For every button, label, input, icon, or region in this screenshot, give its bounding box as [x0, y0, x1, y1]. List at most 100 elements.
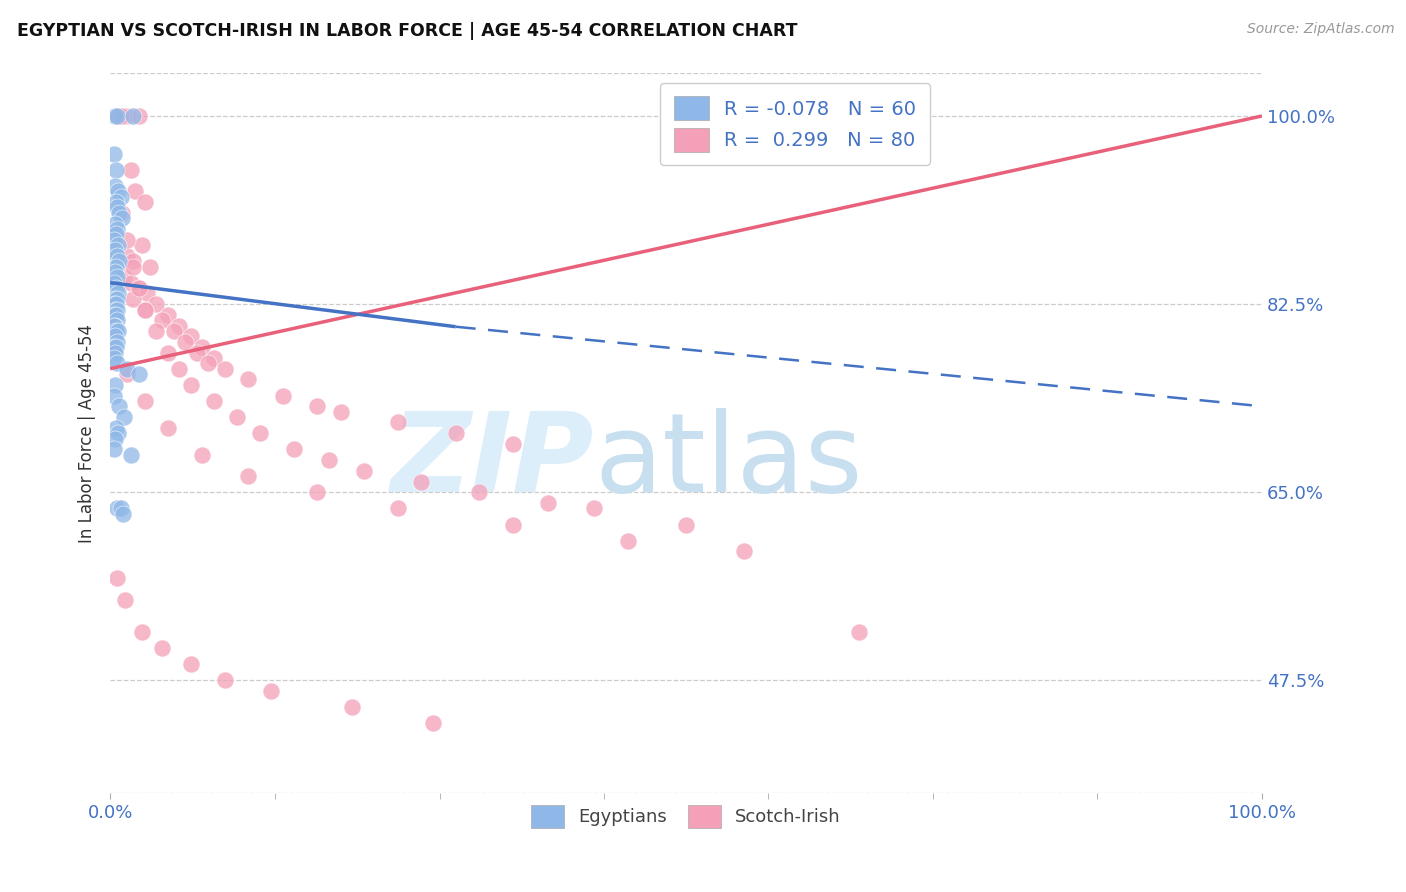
Point [180, 377, 202, 392]
Point [214, 361, 236, 376]
Point [111, 507, 134, 521]
Point [103, 146, 125, 161]
Point [117, 109, 139, 123]
Point [675, 517, 697, 532]
Point [202, 393, 225, 408]
Point [582, 501, 605, 516]
Point [122, 254, 145, 268]
Point [238, 372, 260, 386]
Point [105, 109, 128, 123]
Point [733, 544, 755, 558]
Point [104, 340, 127, 354]
Point [128, 281, 150, 295]
Point [353, 464, 375, 478]
Point [387, 501, 409, 516]
Point [104, 345, 127, 359]
Point [502, 517, 524, 532]
Point [249, 426, 271, 441]
Point [104, 244, 127, 258]
Point [444, 426, 467, 441]
Point [139, 260, 162, 274]
Point [537, 496, 560, 510]
Point [260, 684, 283, 698]
Point [111, 206, 134, 220]
Point [104, 308, 127, 322]
Point [107, 426, 129, 441]
Point [128, 109, 150, 123]
Point [104, 162, 127, 177]
Point [502, 437, 524, 451]
Point [117, 361, 139, 376]
Point [104, 377, 127, 392]
Point [120, 448, 142, 462]
Point [104, 318, 127, 333]
Point [103, 308, 125, 322]
Point [329, 405, 352, 419]
Text: Source: ZipAtlas.com: Source: ZipAtlas.com [1247, 22, 1395, 37]
Text: atlas: atlas [593, 409, 862, 516]
Point [191, 340, 214, 354]
Point [104, 329, 127, 343]
Point [105, 292, 128, 306]
Point [112, 109, 135, 123]
Point [104, 324, 127, 338]
Point [111, 211, 134, 226]
Point [104, 265, 127, 279]
Point [117, 367, 139, 381]
Point [134, 302, 156, 317]
Point [283, 442, 305, 457]
Point [107, 238, 129, 252]
Point [848, 625, 870, 640]
Point [134, 302, 156, 317]
Point [122, 109, 145, 123]
Point [105, 302, 128, 317]
Point [180, 329, 202, 343]
Point [180, 657, 202, 672]
Point [467, 485, 489, 500]
Point [108, 254, 131, 268]
Point [105, 501, 128, 516]
Y-axis label: In Labor Force | Age 45-54: In Labor Force | Age 45-54 [79, 324, 96, 542]
Point [112, 410, 135, 425]
Point [103, 340, 125, 354]
Point [103, 442, 125, 457]
Point [103, 351, 125, 365]
Point [105, 222, 128, 236]
Point [105, 334, 128, 349]
Point [104, 432, 127, 446]
Point [156, 308, 179, 322]
Point [104, 109, 127, 123]
Point [134, 194, 156, 209]
Point [167, 361, 190, 376]
Point [271, 388, 294, 402]
Point [110, 501, 132, 516]
Point [103, 318, 125, 333]
Point [104, 227, 127, 242]
Point [105, 356, 128, 370]
Point [422, 716, 444, 731]
Point [411, 475, 433, 489]
Point [110, 109, 132, 123]
Point [105, 200, 128, 214]
Point [103, 297, 125, 311]
Point [107, 109, 129, 123]
Point [307, 399, 329, 413]
Point [117, 233, 139, 247]
Point [105, 313, 128, 327]
Point [136, 286, 159, 301]
Point [107, 286, 129, 301]
Point [307, 485, 329, 500]
Point [162, 324, 184, 338]
Point [387, 416, 409, 430]
Point [103, 388, 125, 402]
Point [128, 281, 150, 295]
Point [134, 393, 156, 408]
Point [131, 238, 153, 252]
Point [108, 206, 131, 220]
Point [104, 297, 127, 311]
Point [124, 184, 146, 198]
Point [340, 700, 363, 714]
Text: ZIP: ZIP [391, 409, 593, 516]
Point [156, 421, 179, 435]
Point [167, 318, 190, 333]
